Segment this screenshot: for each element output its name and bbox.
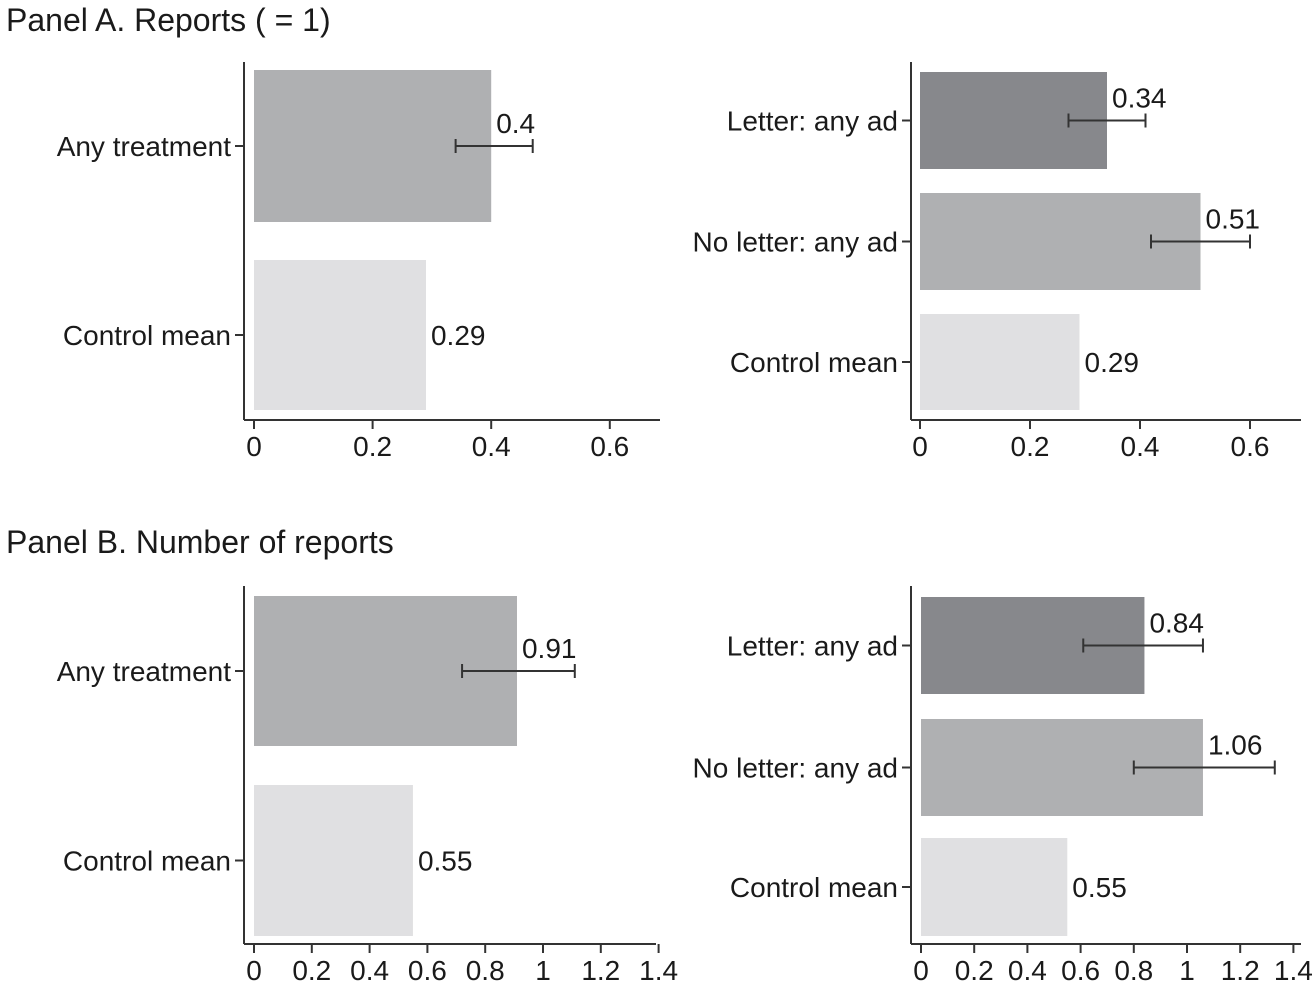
value-label-any-treatment: 0.4: [496, 108, 535, 139]
category-label-control-mean: Control mean: [63, 320, 231, 351]
panel-b-left-chart: 0 0.2 0.4 0.6 0.8 1 1.2 1.4 Any treatment 0.91 Con…: [57, 586, 678, 986]
value-label-no-letter-any-ad: 0.51: [1206, 204, 1261, 235]
category-label-any-treatment: Any treatment: [57, 131, 232, 162]
value-label-control-mean: 0.55: [1072, 872, 1127, 903]
bar-control-mean: [920, 314, 1080, 410]
x-tick-label: 0.8: [1114, 955, 1153, 986]
x-tick-label: 0.4: [350, 955, 389, 986]
value-label-control-mean: 0.29: [431, 320, 486, 351]
x-tick-label: 1: [535, 955, 551, 986]
x-tick-label: 0.4: [1121, 431, 1160, 462]
category-label-no-letter-any-ad: No letter: any ad: [693, 753, 898, 784]
panel-b-right-chart: 0 0.2 0.4 0.6 0.8 1 1.2 1.4 Letter: any ad 0.84 No…: [693, 586, 1312, 986]
x-tick-label: 0.4: [472, 431, 511, 462]
x-tick-label: 1.4: [639, 955, 678, 986]
category-label-no-letter-any-ad: No letter: any ad: [693, 227, 898, 258]
x-tick-label: 1.2: [1221, 955, 1260, 986]
x-tick-label: 0.2: [955, 955, 994, 986]
category-label-any-treatment: Any treatment: [57, 656, 232, 687]
panel-a-left-chart: 0 0.2 0.4 0.6 Any treatment 0.4 Control mean 0.…: [57, 62, 660, 462]
x-tick-label: 0.6: [1061, 955, 1100, 986]
bar-control-mean: [921, 838, 1068, 936]
x-tick-label: 0: [246, 431, 262, 462]
value-label-letter-any-ad: 0.34: [1112, 83, 1167, 114]
value-label-control-mean: 0.55: [418, 846, 473, 877]
x-tick-label: 1.4: [1274, 955, 1312, 986]
category-label-control-mean: Control mean: [730, 347, 898, 378]
x-tick-label: 1: [1179, 955, 1195, 986]
bar-any-treatment: [254, 70, 492, 222]
category-label-letter-any-ad: Letter: any ad: [727, 106, 898, 137]
value-label-any-treatment: 0.91: [522, 633, 577, 664]
x-tick-label: 0.2: [292, 955, 331, 986]
x-tick-label: 0: [246, 955, 262, 986]
x-tick-label: 0.6: [1231, 431, 1270, 462]
x-tick-label: 0.6: [408, 955, 447, 986]
value-label-control-mean: 0.29: [1085, 347, 1140, 378]
x-tick-label: 0.4: [1008, 955, 1047, 986]
panel-b-title: Panel B. Number of reports: [6, 524, 394, 560]
value-label-letter-any-ad: 0.84: [1149, 608, 1204, 639]
x-tick-label: 0.6: [590, 431, 629, 462]
value-label-no-letter-any-ad: 1.06: [1208, 730, 1263, 761]
panel-a-right-chart: 0 0.2 0.4 0.6 Letter: any ad 0.34 No letter: a…: [693, 62, 1301, 462]
category-label-control-mean: Control mean: [63, 846, 231, 877]
bar-control-mean: [254, 260, 426, 410]
category-label-letter-any-ad: Letter: any ad: [727, 631, 898, 662]
x-tick-label: 1.2: [581, 955, 620, 986]
panel-a-title: Panel A. Reports ( = 1): [6, 2, 331, 38]
x-tick-label: 0: [913, 955, 929, 986]
category-label-control-mean: Control mean: [730, 872, 898, 903]
x-tick-label: 0.2: [1011, 431, 1050, 462]
x-tick-label: 0.8: [466, 955, 505, 986]
x-tick-label: 0.2: [353, 431, 392, 462]
x-tick-label: 0: [912, 431, 928, 462]
bar-control-mean: [254, 785, 413, 936]
